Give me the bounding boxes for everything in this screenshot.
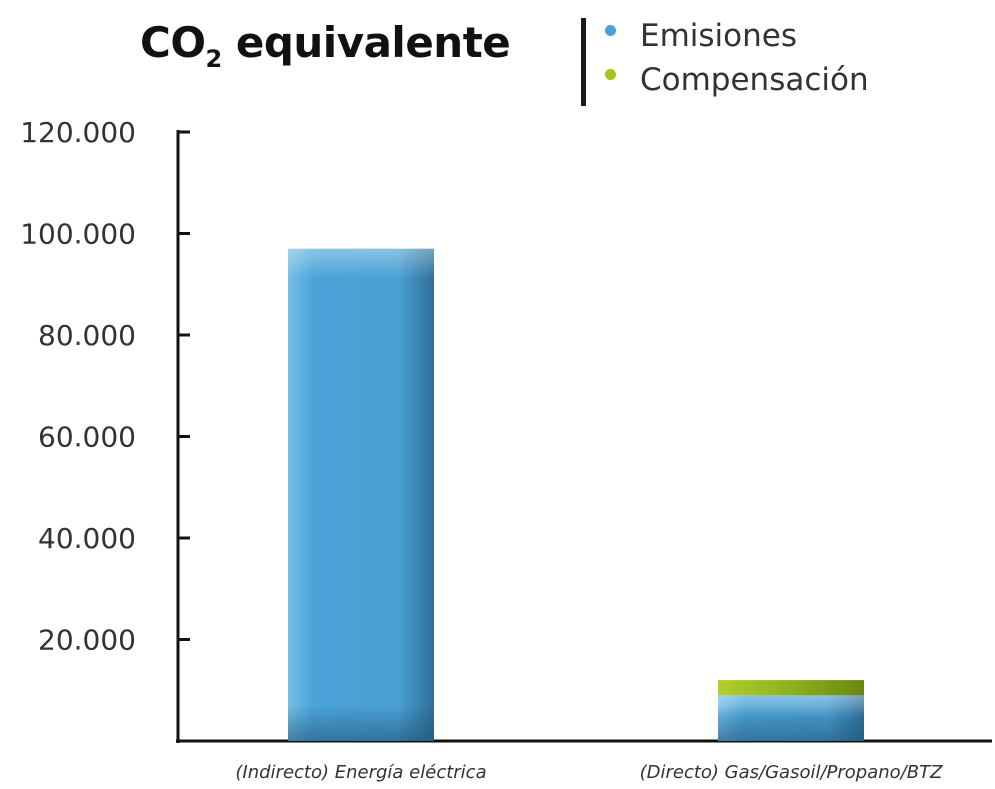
bar-emisiones-2-shade xyxy=(718,705,864,741)
y-tick-label: 120.000 xyxy=(20,116,136,149)
bar-compensacion-2 xyxy=(718,680,864,696)
legend-item-compensacion: Compensación xyxy=(605,58,869,102)
bar-emisiones-1 xyxy=(288,248,434,741)
legend-swatch-emisiones xyxy=(605,24,616,36)
x-category-label: (Indirecto) Energía eléctrica xyxy=(235,762,486,783)
chart-title: CO2 equivalente xyxy=(140,18,511,73)
legend-divider xyxy=(581,18,586,106)
legend-label-compensacion: Compensación xyxy=(640,62,869,98)
legend-swatch-compensacion xyxy=(605,68,616,80)
x-category-label: (Directo) Gas/Gasoil/Propano/BTZ xyxy=(640,762,943,783)
y-tick-label: 80.000 xyxy=(38,319,136,352)
bar-emisiones-1-shade xyxy=(288,705,434,741)
y-tick-label: 60.000 xyxy=(38,421,136,454)
y-tick-label: 20.000 xyxy=(38,624,136,657)
title-subscript: 2 xyxy=(205,45,223,73)
y-tick-label: 100.000 xyxy=(20,218,136,251)
legend: Emisiones Compensación xyxy=(605,14,869,102)
legend-item-emisiones: Emisiones xyxy=(605,14,869,58)
bar-emisiones-1-highlight xyxy=(288,248,434,279)
legend-label-emisiones: Emisiones xyxy=(640,18,797,54)
y-tick-label: 40.000 xyxy=(38,522,136,555)
